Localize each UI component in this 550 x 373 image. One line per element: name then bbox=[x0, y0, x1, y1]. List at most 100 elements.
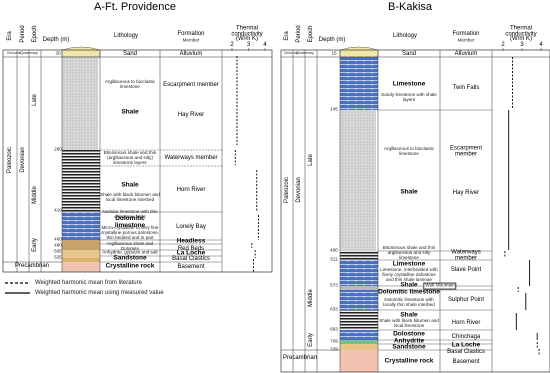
era-header: Era bbox=[283, 31, 290, 41]
lithology-fill bbox=[62, 258, 100, 262]
conductivity-header: Thermal conductivity bbox=[505, 25, 537, 38]
lithology-label: Argillaceous to bioclastic limestone bbox=[104, 79, 156, 89]
member-header: Member bbox=[182, 37, 200, 43]
lithology-fill bbox=[340, 110, 376, 251]
lithology-fill bbox=[340, 260, 378, 286]
depth-label: 511 bbox=[330, 256, 338, 262]
depth-label: 260 bbox=[54, 146, 62, 152]
chronology-label: Precambrian bbox=[14, 262, 50, 269]
lithology-label: Dolomitic limestone with locally thin sh… bbox=[383, 297, 435, 307]
column-frame bbox=[280, 49, 550, 373]
member-header: Member bbox=[457, 37, 475, 43]
panel-title: B-Kakisa bbox=[387, 1, 433, 14]
legend-label: Weighted harmonic mean using measured va… bbox=[35, 289, 164, 296]
depth-label: 20 bbox=[55, 50, 61, 56]
lithology-label: Nodular limestone with thin dolostone be… bbox=[102, 209, 158, 219]
formation-label: La Loche bbox=[176, 249, 206, 257]
lithology-label: Bituminous shale and thin (argillaceous … bbox=[103, 149, 157, 165]
formation-label: Alluvium bbox=[179, 50, 203, 57]
lithology-label: Sand bbox=[122, 50, 138, 57]
lithology-header: Lithology bbox=[392, 32, 418, 39]
conductivity-tick-label: 3 bbox=[246, 41, 251, 48]
lithology-label: Limestone bbox=[392, 80, 426, 88]
depth-label: 15 bbox=[331, 50, 337, 56]
lithology-label: Sand bbox=[401, 50, 417, 57]
lithology-label: Shale bbox=[400, 188, 418, 196]
depth-label: 460 bbox=[54, 236, 62, 242]
era-label: Cenozoic bbox=[283, 50, 299, 55]
lithology-label: Shale with black bitumen and local limes… bbox=[379, 318, 439, 328]
formation-label: Sulphur Point bbox=[447, 296, 485, 303]
depth-label: 709 bbox=[330, 338, 338, 344]
period-label: Quaternary bbox=[20, 50, 38, 55]
lithology-header: Lithology bbox=[113, 32, 139, 39]
lithology-label: Crystalline rock bbox=[105, 262, 155, 270]
lithology-fill bbox=[62, 57, 98, 150]
period-header: Period bbox=[295, 25, 302, 43]
formation-label: Hay River bbox=[177, 111, 205, 118]
formation-label: Basal Clastics bbox=[172, 255, 210, 262]
depth-label: 573 bbox=[330, 282, 338, 288]
chronology-label: Late bbox=[31, 94, 38, 106]
lithology-label: Micro-crystalline to very fine crystalli… bbox=[100, 224, 160, 240]
formation-label: Alluvium bbox=[454, 50, 478, 57]
chronology-label: Middle bbox=[31, 186, 38, 204]
lithology-fill bbox=[340, 290, 378, 310]
formation-label: Twin Falls bbox=[452, 84, 480, 91]
formation-label: Red Beds bbox=[177, 245, 205, 252]
lithology-label: Sandstone bbox=[113, 254, 147, 262]
lithology-fill bbox=[62, 250, 100, 258]
lithology-fill bbox=[62, 240, 100, 250]
conductivity-tick-label: 4 bbox=[263, 41, 267, 48]
conductivity-tick-label: 3 bbox=[520, 41, 524, 48]
chronology-label: Devonian bbox=[295, 177, 302, 203]
lithology-label: Sandstone bbox=[392, 343, 426, 351]
conductivity-tick-label: 2 bbox=[230, 41, 234, 48]
depth-label: 480 bbox=[54, 242, 62, 248]
lithology-fill bbox=[62, 262, 100, 272]
lithology-fill bbox=[340, 57, 378, 110]
lithology-fill bbox=[340, 330, 378, 340]
depth-label: 490 bbox=[330, 247, 338, 253]
chronology-label: Middle bbox=[307, 289, 314, 307]
formation-label: Chinchaga bbox=[451, 333, 481, 340]
lithology-label: Dolomitic limestone bbox=[114, 215, 146, 229]
lithology-fill bbox=[340, 350, 378, 372]
lithology-fill bbox=[340, 310, 378, 330]
formation-label: La Loche bbox=[451, 341, 481, 349]
formation-label: Horn River bbox=[451, 319, 481, 326]
legend-label: Weighted harmonic mean from literature bbox=[35, 279, 142, 286]
formation-label: Horn River bbox=[176, 186, 206, 193]
lithology-label: Argillaceous shale and Dolomite bbox=[106, 241, 154, 251]
lithology-fill bbox=[340, 340, 378, 344]
lithology-label: Bituminous shale and thin argillaceous a… bbox=[382, 244, 436, 260]
formation-label: Basement bbox=[452, 358, 480, 365]
formation-header: Formation bbox=[452, 30, 480, 37]
conductivity-unit: (W/m K) bbox=[510, 35, 532, 42]
formation-label: Waterways member bbox=[451, 249, 481, 262]
formation-label: Basal Clastics bbox=[447, 348, 485, 355]
depth-label: 633 bbox=[330, 306, 338, 312]
sand-top bbox=[61, 46, 101, 58]
lithology-fill bbox=[62, 212, 100, 240]
lithology-label: Shale with black bitumen and local limes… bbox=[100, 192, 160, 202]
sand-top bbox=[339, 46, 379, 58]
depth-header: Depth (m) bbox=[318, 36, 346, 43]
epoch-header: Epoch bbox=[307, 25, 314, 43]
lithology-fill bbox=[340, 344, 378, 350]
conductivity-unit: (W/m K) bbox=[236, 35, 258, 42]
lithology-label: Anhydrite, gypsum and salt bbox=[102, 249, 158, 255]
lithology-fill bbox=[62, 150, 100, 212]
chronology-label: Devonian bbox=[19, 147, 26, 173]
chronology-label: Late bbox=[307, 154, 314, 166]
lithology-label: Sandy limestone with shale layers bbox=[381, 92, 437, 102]
lithology-label: Limestone, interbedded with finely cryst… bbox=[380, 266, 438, 282]
lithology-label: Shale bbox=[400, 281, 418, 289]
panel-title: A-Ft. Providence bbox=[94, 1, 176, 14]
lithology-fill bbox=[340, 286, 378, 290]
formation-label: Waterways member bbox=[164, 154, 218, 161]
period-header: Period bbox=[19, 25, 26, 43]
formation-header: Formation bbox=[177, 30, 205, 37]
